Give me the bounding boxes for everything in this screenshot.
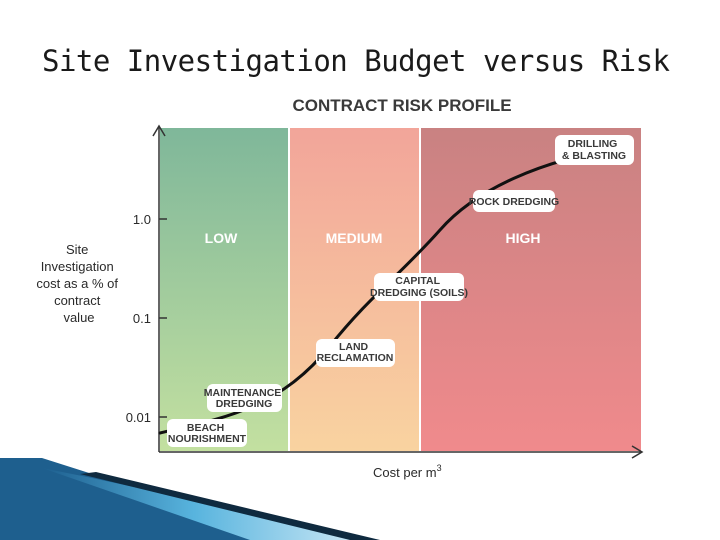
point-rock-dredging-line-1: ROCK DREDGING [469,196,559,208]
point-rock-dredging: ROCK DREDGING [469,190,559,212]
point-land-reclamation-line-1: LAND [339,341,369,353]
chart-title: CONTRACT RISK PROFILE [292,96,511,115]
point-drilling-blasting: DRILLING & BLASTING [555,135,634,165]
x-axis-label-text: Cost per m [373,465,437,480]
slide-title: Site Investigation Budget versus Risk [42,44,670,78]
point-capital-dredging-box [374,273,464,301]
point-rock-dredging-label: ROCK DREDGING [469,196,559,208]
point-capital-dredging-label: CAPITAL DREDGING (SOILS) [370,275,468,299]
point-capital-dredging-line-2: DREDGING (SOILS) [370,287,468,299]
x-axis-label-superscript: 3 [437,463,442,473]
point-rock-dredging-box [473,190,555,212]
ytick-label-01: 0.1 [133,311,151,326]
y-axis-label-line-4: contract [54,293,101,308]
zone-low-label: LOW [205,230,238,246]
y-axis-arrow [152,124,166,137]
point-maintenance-dredging-label: MAINTENANCE DREDGING [204,387,285,410]
point-capital-dredging: CAPITAL DREDGING (SOILS) [370,273,468,301]
y-axis-label-line-1: Site [66,242,88,257]
point-land-reclamation-box [316,339,395,367]
y-axis-label-line-3: cost as a % of [36,276,118,291]
point-maintenance-dredging-line-2: DREDGING [216,398,273,410]
point-drilling-blasting-label: DRILLING & BLASTING [562,138,626,162]
ytick-label-001: 0.01 [126,410,151,425]
point-drilling-blasting-line-2: & BLASTING [562,150,626,162]
point-beach-nourishment-box [167,419,247,447]
y-axis-label-line-2: Investigation [41,259,114,274]
zone-medium-label: MEDIUM [326,230,383,246]
point-maintenance-dredging: MAINTENANCE DREDGING [204,384,285,412]
point-capital-dredging-line-1: CAPITAL [395,275,440,287]
point-beach-nourishment-line-1: BEACH [187,422,224,434]
zone-high-label: HIGH [506,230,541,246]
point-beach-nourishment-line-2: NOURISHMENT [168,433,247,445]
y-axis-label-line-5: value [63,310,94,325]
x-axis-arrow [631,445,644,459]
point-land-reclamation: LAND RECLAMATION [316,339,395,367]
point-maintenance-dredging-box [207,384,282,412]
point-land-reclamation-label: LAND RECLAMATION [317,341,394,364]
point-land-reclamation-line-2: RECLAMATION [317,352,394,364]
y-axis-label: Site Investigation cost as a % of contra… [36,242,121,325]
ytick-label-1: 1.0 [133,212,151,227]
x-axis-label: Cost per m3 [373,463,442,480]
point-beach-nourishment: BEACH NOURISHMENT [167,419,247,447]
corner-swoosh-line [80,472,380,540]
point-maintenance-dredging-line-1: MAINTENANCE [204,387,282,399]
point-beach-nourishment-label: BEACH NOURISHMENT [168,422,247,445]
point-drilling-blasting-box [555,135,634,165]
point-drilling-blasting-line-1: DRILLING [568,138,618,150]
